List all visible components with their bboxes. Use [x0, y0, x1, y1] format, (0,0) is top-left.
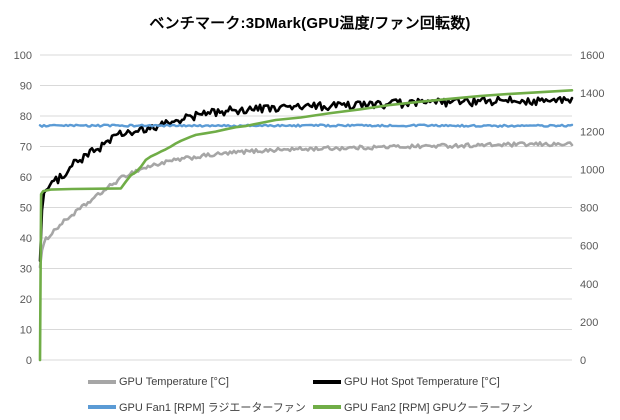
legend-label-gpu-temperature: GPU Temperature [°C]: [119, 376, 229, 388]
right-axis-tick-label: 600: [580, 241, 598, 253]
right-axis-tick-label: 400: [580, 279, 598, 291]
right-axis-tick-label: 1600: [580, 50, 604, 62]
legend-marker-gpu-temperature: [88, 380, 116, 384]
right-axis-tick-label: 0: [580, 355, 586, 367]
legend-item-gpu-temperature: GPU Temperature [°C]: [88, 376, 229, 388]
left-axis-tick-label: 30: [20, 264, 32, 276]
legend-marker-gpu-hotspot-temperature: [313, 380, 341, 384]
chart-canvas: 0102030405060708090100020040060080010001…: [14, 50, 605, 367]
left-axis-tick-label: 80: [20, 111, 32, 123]
left-axis-tick-label: 0: [26, 355, 32, 367]
left-axis-tick-label: 90: [20, 81, 32, 93]
right-axis-tick-label: 1400: [580, 88, 604, 100]
series-line-2: [38, 123, 574, 129]
page-title: ベンチマーク:3DMark(GPU温度/ファン回転数): [149, 15, 471, 32]
left-axis-tick-label: 10: [20, 325, 32, 337]
legend-item-gpu-fan2: GPU Fan2 [RPM] GPUクーラーファン: [313, 399, 533, 415]
left-axis-tick-label: 100: [14, 50, 32, 62]
left-axis-tick-label: 60: [20, 172, 32, 184]
series-line-0: [38, 141, 574, 269]
series-line-1: [38, 95, 574, 263]
legend-item-gpu-hotspot-temperature: GPU Hot Spot Temperature [°C]: [313, 376, 500, 388]
legend-marker-gpu-fan2: [313, 405, 341, 409]
left-axis-tick-label: 70: [20, 142, 32, 154]
left-axis-tick-label: 40: [20, 233, 32, 245]
right-axis-tick-label: 200: [580, 317, 598, 329]
series-line-3: [38, 89, 574, 362]
legend-label-gpu-fan2: GPU Fan2 [RPM] GPUクーラーファン: [344, 402, 533, 414]
left-axis-tick-label: 50: [20, 203, 32, 215]
left-axis-tick-label: 20: [20, 294, 32, 306]
legend-label-gpu-hotspot-temperature: GPU Hot Spot Temperature [°C]: [344, 376, 500, 388]
legend-marker-gpu-fan1: [88, 405, 116, 409]
legend-label-gpu-fan1: GPU Fan1 [RPM] ラジエーターファン: [119, 402, 306, 414]
legend-item-gpu-fan1: GPU Fan1 [RPM] ラジエーターファン: [88, 399, 306, 415]
right-axis-tick-label: 800: [580, 203, 598, 215]
right-axis-tick-label: 1000: [580, 164, 604, 176]
right-axis-tick-label: 1200: [580, 126, 604, 138]
